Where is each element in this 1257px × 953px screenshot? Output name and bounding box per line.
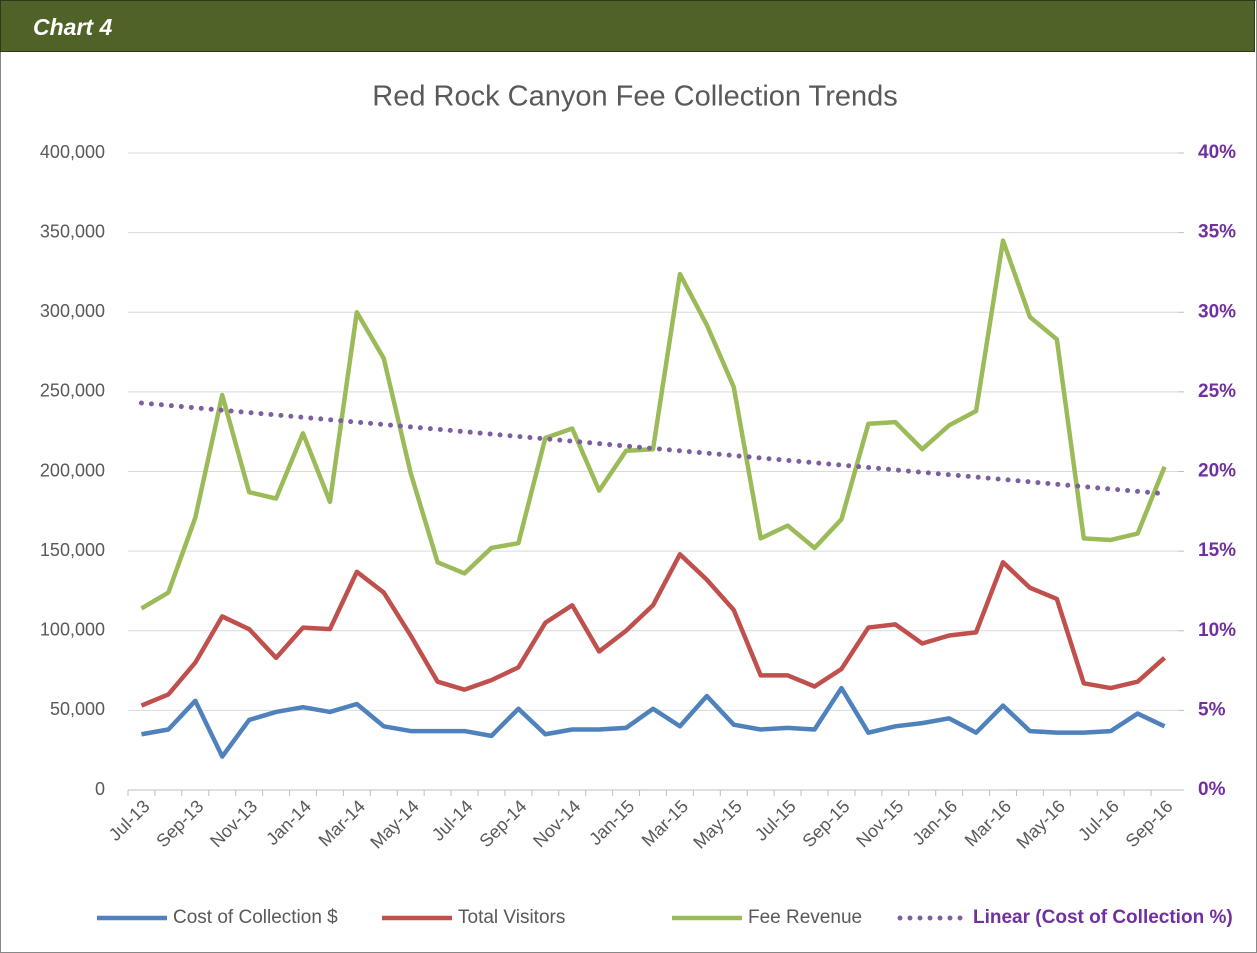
x-tick-label: Nov-14 [529, 796, 584, 851]
y2-tick-label: 25% [1198, 381, 1236, 402]
header: Chart 4 [0, 0, 1255, 52]
y2-tick-label: 0% [1198, 779, 1226, 800]
y-tick-label: 250,000 [40, 381, 105, 401]
series-line [140, 238, 1167, 611]
y2-tick-label: 30% [1198, 301, 1236, 322]
x-tick-label: Sep-15 [798, 796, 853, 851]
y2-tick-label: 35% [1198, 222, 1236, 243]
y2-tick-label: 5% [1198, 699, 1226, 720]
x-tick-label: Jul-13 [105, 796, 154, 845]
x-tick-label: May-14 [366, 796, 423, 853]
legend-label: Linear (Cost of Collection %) [973, 907, 1233, 928]
y-tick-label: 350,000 [40, 221, 105, 241]
x-tick-label: Jan-16 [908, 796, 961, 849]
y2-tick-label: 10% [1198, 620, 1236, 641]
x-tick-label: Jul-14 [428, 796, 477, 845]
y-tick-label: 300,000 [40, 301, 105, 321]
x-tick-label: Nov-13 [206, 796, 261, 851]
legend-label: Fee Revenue [748, 907, 862, 928]
x-tick-label: Jan-14 [262, 796, 315, 849]
y2-tick-label: 20% [1198, 461, 1236, 482]
x-tick-label: Nov-15 [852, 796, 907, 851]
x-tick-label: Sep-16 [1122, 796, 1177, 851]
y-tick-label: 200,000 [40, 460, 105, 480]
x-tick-label: May-16 [1012, 796, 1069, 853]
x-tick-label: Mar-14 [315, 796, 369, 850]
x-tick-label: Jul-16 [1074, 796, 1123, 845]
x-tick-label: Jan-15 [585, 796, 638, 849]
x-tick-label: May-15 [689, 796, 746, 853]
legend-label: Total Visitors [458, 907, 565, 928]
series-line [138, 400, 1168, 497]
y-tick-label: 0 [95, 779, 105, 799]
y-tick-label: 50,000 [50, 699, 105, 719]
chart-title: Red Rock Canyon Fee Collection Trends [372, 81, 897, 113]
series-line [140, 552, 1167, 708]
x-tick-label: Sep-14 [475, 796, 530, 851]
series-line [141, 685, 1166, 759]
y-tick-label: 100,000 [40, 620, 105, 640]
y2-tick-label: 40% [1198, 142, 1236, 163]
x-tick-label: Sep-13 [152, 796, 207, 851]
x-tick-label: Mar-16 [961, 796, 1015, 850]
x-tick-label: Mar-15 [638, 796, 692, 850]
y-tick-label: 150,000 [40, 540, 105, 560]
y2-tick-label: 15% [1198, 540, 1236, 561]
x-tick-label: Jul-15 [751, 796, 800, 845]
y-tick-label: 400,000 [40, 142, 105, 162]
legend-label: Cost of Collection $ [173, 907, 338, 928]
